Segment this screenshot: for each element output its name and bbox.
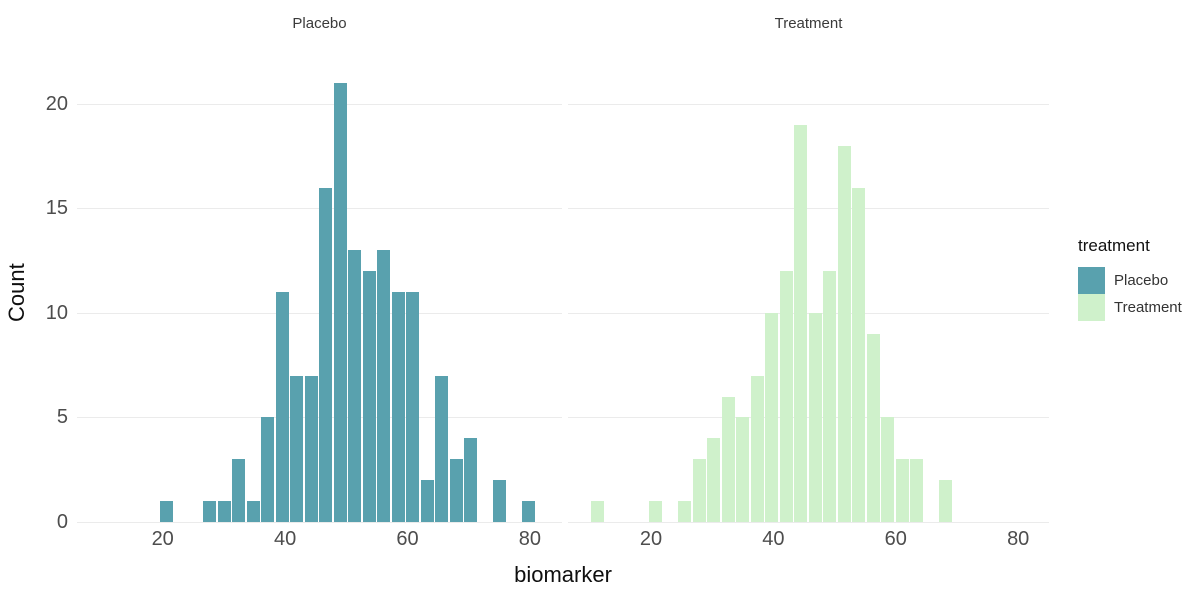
histogram-bar bbox=[203, 501, 217, 522]
gridline bbox=[568, 417, 1049, 419]
y-tick-label: 20 bbox=[45, 92, 68, 115]
panel-placebo bbox=[77, 60, 562, 523]
histogram-bar bbox=[377, 250, 391, 522]
histogram-bar bbox=[246, 501, 260, 522]
histogram-bar bbox=[823, 271, 837, 522]
histogram-bar bbox=[736, 417, 750, 522]
histogram-bar bbox=[290, 375, 304, 522]
histogram-bar bbox=[779, 271, 793, 522]
histogram-bar bbox=[707, 438, 721, 522]
y-tick-label: 10 bbox=[45, 301, 68, 324]
histogram-bar bbox=[910, 459, 924, 522]
y-tick-label: 5 bbox=[56, 406, 68, 429]
gridline bbox=[568, 522, 1049, 523]
histogram-bar bbox=[159, 501, 173, 522]
legend-title: treatment bbox=[1078, 236, 1150, 255]
histogram-bar bbox=[493, 480, 507, 522]
histogram-bar bbox=[319, 187, 333, 522]
histogram-bar bbox=[435, 375, 449, 522]
histogram-bar bbox=[420, 480, 434, 522]
x-tick-label: 60 bbox=[884, 528, 907, 550]
gridline bbox=[568, 208, 1049, 210]
histogram-bar bbox=[591, 501, 605, 522]
x-tick-label: 60 bbox=[396, 528, 419, 550]
histogram-bar bbox=[881, 417, 895, 522]
histogram-bar bbox=[232, 459, 246, 522]
legend-label: Placebo bbox=[1114, 272, 1169, 289]
legend-entry-treatment: Treatment bbox=[1078, 294, 1182, 321]
histogram-bar bbox=[692, 459, 706, 522]
facet-title-placebo: Placebo bbox=[292, 15, 347, 32]
legend: treatment Placebo Treatment bbox=[1078, 236, 1182, 321]
histogram-bar bbox=[837, 145, 851, 522]
gridline bbox=[77, 522, 562, 523]
histogram-bar bbox=[464, 438, 478, 522]
y-tick-label: 15 bbox=[45, 197, 68, 220]
histogram-bar bbox=[333, 82, 347, 522]
legend-label: Treatment bbox=[1114, 299, 1182, 316]
histogram-bar bbox=[678, 501, 692, 522]
histogram-bar bbox=[721, 396, 735, 522]
histogram-bar bbox=[794, 124, 808, 522]
histogram-bar bbox=[522, 501, 536, 522]
histogram-bar bbox=[217, 501, 231, 522]
histogram-bar bbox=[275, 292, 289, 522]
histogram-bar bbox=[765, 312, 779, 522]
panel-treatment bbox=[568, 60, 1049, 523]
x-tick-label: 20 bbox=[151, 528, 174, 550]
histogram-bar bbox=[348, 250, 362, 522]
x-tick-label: 40 bbox=[273, 528, 297, 550]
x-tick-label: 20 bbox=[639, 528, 663, 550]
x-axis-title: biomarker bbox=[514, 562, 612, 587]
histogram-bar bbox=[866, 333, 880, 522]
x-tick-label: 80 bbox=[1007, 528, 1030, 550]
gridline bbox=[568, 312, 1049, 314]
histogram-bar bbox=[649, 501, 663, 522]
histogram-bar bbox=[895, 459, 909, 522]
y-tick-label: 0 bbox=[56, 511, 68, 533]
histogram-bar bbox=[808, 312, 822, 522]
histogram-bar bbox=[391, 292, 405, 522]
x-tick-label: 40 bbox=[762, 528, 785, 550]
legend-swatch-placebo bbox=[1078, 267, 1105, 294]
x-tick-label: 80 bbox=[518, 528, 542, 550]
histogram-bar bbox=[304, 375, 318, 522]
histogram-bar bbox=[449, 459, 463, 522]
histogram-bar bbox=[362, 271, 376, 522]
gridline bbox=[568, 103, 1049, 105]
histogram-bar bbox=[939, 480, 953, 522]
histogram-bar bbox=[406, 292, 420, 522]
histogram-bar bbox=[852, 187, 866, 522]
facet-title-treatment: Treatment bbox=[774, 15, 843, 32]
gridline bbox=[77, 103, 562, 105]
histogram-bar bbox=[750, 375, 764, 522]
legend-entry-placebo: Placebo bbox=[1078, 267, 1182, 294]
histogram-bar bbox=[261, 417, 275, 522]
legend-swatch-treatment bbox=[1078, 294, 1105, 321]
